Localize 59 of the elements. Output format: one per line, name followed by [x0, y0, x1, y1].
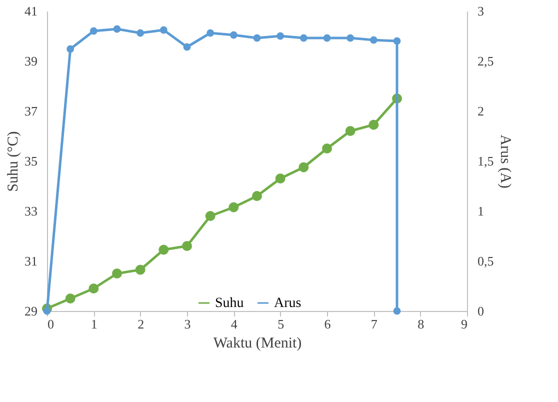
point [298, 162, 309, 172]
x-tick-label: 7 [370, 316, 378, 332]
x-tick-label: 8 [418, 316, 424, 332]
y2-axis-title: Arus (A) [496, 134, 513, 188]
x-tick-label: 0 [48, 316, 54, 332]
x-tick-label: 9 [461, 316, 468, 332]
point [275, 174, 286, 184]
x-tick-label: 6 [324, 316, 332, 332]
y2-tick-label: 3 [478, 4, 484, 18]
y2-tick-label: 1 [478, 204, 484, 218]
point [206, 29, 214, 37]
point [368, 120, 379, 130]
y2-tick-label: 0 [478, 304, 484, 318]
y-tick-label: 33 [24, 204, 38, 218]
point [183, 43, 191, 51]
point [253, 34, 261, 42]
point [112, 268, 122, 278]
point [370, 36, 378, 44]
point [66, 45, 74, 53]
point [322, 144, 332, 154]
legend-label: Arus [274, 296, 302, 311]
y-tick-label: 35 [24, 154, 38, 168]
point [160, 26, 168, 34]
point [113, 25, 121, 33]
y-tick-label: 37 [24, 104, 38, 118]
x-axis-title: Waktu (Menit) [213, 336, 302, 352]
point [182, 241, 192, 251]
point [158, 244, 169, 255]
x-tick-label: 1 [90, 316, 98, 332]
y2-tick-label: 1,5 [478, 154, 494, 168]
x-tick-label: 2 [138, 316, 144, 332]
point [65, 294, 76, 304]
y-tick-label: 29 [24, 304, 38, 318]
y-tick-label: 39 [24, 54, 38, 68]
point [90, 27, 98, 35]
y-tick-label: 41 [24, 4, 38, 18]
point [135, 264, 146, 275]
legend-label: Suhu [215, 296, 244, 311]
x-tick-label: 5 [278, 316, 284, 332]
point [345, 126, 356, 136]
point [252, 191, 262, 201]
y-axis-title: Suhu (°C) [6, 131, 22, 192]
y2-tick-label: 0,5 [478, 254, 494, 268]
point [230, 31, 238, 39]
x-tick-label: 3 [184, 316, 191, 332]
point [88, 284, 99, 294]
y-tick-label: 31 [24, 254, 38, 268]
x-tick-label: 4 [230, 316, 238, 332]
point [323, 34, 331, 42]
point [205, 211, 216, 221]
point [136, 29, 144, 37]
y2-tick-label: 2 [478, 104, 484, 118]
point [228, 202, 239, 212]
y2-tick-label: 2,5 [478, 54, 494, 68]
point [346, 34, 354, 42]
point [393, 37, 401, 45]
point [300, 34, 308, 42]
point [276, 32, 284, 40]
point [393, 307, 401, 315]
